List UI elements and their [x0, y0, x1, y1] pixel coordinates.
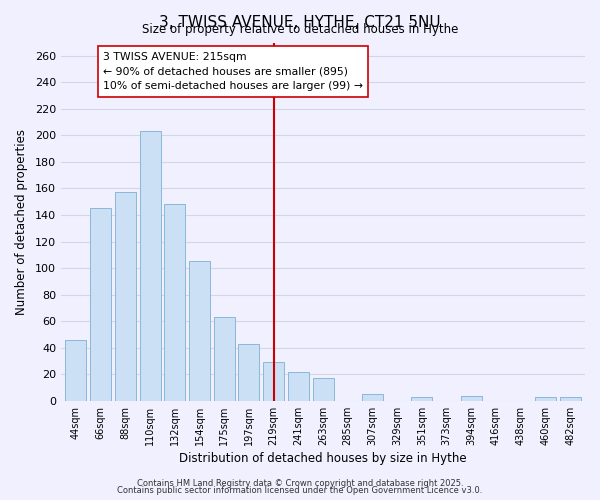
- Bar: [263, 362, 284, 401]
- Bar: [189, 262, 210, 401]
- Text: Contains public sector information licensed under the Open Government Licence v3: Contains public sector information licen…: [118, 486, 482, 495]
- Bar: [115, 192, 136, 401]
- Y-axis label: Number of detached properties: Number of detached properties: [15, 128, 28, 314]
- Bar: [461, 396, 482, 401]
- Bar: [535, 397, 556, 401]
- Bar: [238, 344, 259, 401]
- Text: Size of property relative to detached houses in Hythe: Size of property relative to detached ho…: [142, 22, 458, 36]
- Bar: [164, 204, 185, 401]
- Text: 3, TWISS AVENUE, HYTHE, CT21 5NU: 3, TWISS AVENUE, HYTHE, CT21 5NU: [159, 15, 441, 30]
- Bar: [140, 132, 161, 401]
- Bar: [313, 378, 334, 401]
- Bar: [90, 208, 111, 401]
- Bar: [65, 340, 86, 401]
- Bar: [288, 372, 309, 401]
- Text: 3 TWISS AVENUE: 215sqm
← 90% of detached houses are smaller (895)
10% of semi-de: 3 TWISS AVENUE: 215sqm ← 90% of detached…: [103, 52, 363, 92]
- Bar: [560, 397, 581, 401]
- Text: Contains HM Land Registry data © Crown copyright and database right 2025.: Contains HM Land Registry data © Crown c…: [137, 478, 463, 488]
- Bar: [362, 394, 383, 401]
- Bar: [214, 317, 235, 401]
- X-axis label: Distribution of detached houses by size in Hythe: Distribution of detached houses by size …: [179, 452, 467, 465]
- Bar: [412, 397, 433, 401]
